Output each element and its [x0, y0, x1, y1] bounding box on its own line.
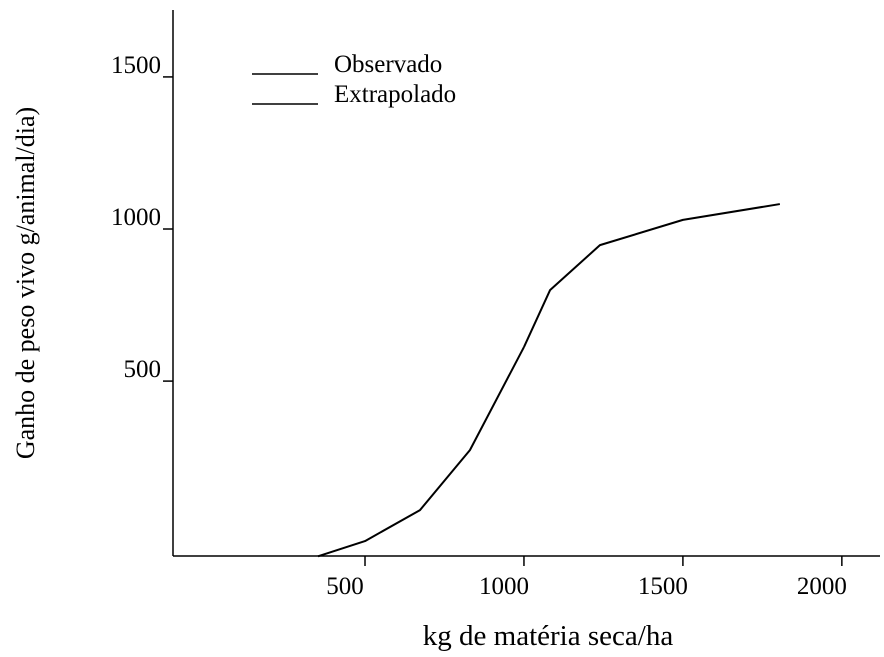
- x-axis-title: kg de matéria seca/ha: [423, 620, 674, 652]
- y-axis-title: Ganho de peso vivo g/animal/dia): [11, 107, 40, 459]
- legend-label: Observado: [334, 51, 442, 78]
- x-tick-label: 1500: [638, 573, 688, 600]
- series-line: [523, 203, 781, 348]
- y-tick-label: 1000: [111, 204, 161, 231]
- x-tick-label: 2000: [797, 573, 847, 600]
- x-tick-label: 1000: [479, 573, 529, 600]
- y-tick-label: 1500: [111, 52, 161, 79]
- x-tick-label: 500: [326, 573, 364, 600]
- series-line: [317, 346, 525, 558]
- y-tick-label: 500: [124, 356, 162, 383]
- legend-label: Extrapolado: [334, 81, 456, 108]
